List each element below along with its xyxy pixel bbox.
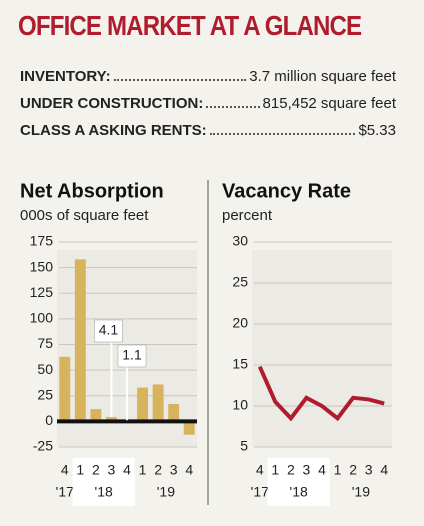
y-tick-label: -25 [33,438,53,454]
y-tick-label: 10 [232,397,248,413]
chart-title: Vacancy Rate [222,180,351,202]
y-tick-label: 25 [232,274,248,290]
x-tick-label: 3 [303,462,311,478]
stat-label: INVENTORY: [20,68,111,85]
stat-row: CLASS A ASKING RENTS: $5.33 [20,122,396,139]
year-band [267,458,330,506]
bar [90,409,102,422]
chart-subtitle: percent [222,207,273,224]
y-tick-label: 0 [45,412,53,428]
y-tick-label: 50 [37,361,53,377]
x-tick-label: 4 [380,462,388,478]
y-tick-label: 125 [30,284,54,300]
bar [137,387,148,422]
y-tick-label: 15 [232,356,248,372]
x-tick-label: 1 [334,462,342,478]
year-label: '17 [251,484,269,500]
bar [74,259,86,422]
y-tick-label: 175 [30,233,54,249]
plot-bg [252,250,392,447]
chart-subtitle: 000s of square feet [20,207,149,224]
bar [183,421,195,435]
chart-title: Net Absorption [20,180,164,202]
y-tick-label: 20 [232,315,248,331]
y-tick-label: 75 [37,335,53,351]
y-tick-label: 100 [30,310,54,326]
x-tick-label: 3 [365,462,373,478]
leader [113,69,247,81]
x-tick-label: 2 [92,462,100,478]
x-tick-label: 1 [139,462,147,478]
callout-box [117,344,147,368]
x-tick-label: 2 [349,462,357,478]
stat-value: 815,452 square feet [262,95,396,112]
x-tick-label: 4 [256,462,264,478]
y-tick-label: 30 [232,233,248,249]
bar [106,417,117,422]
stat-value: 3.7 million square feet [249,68,396,85]
x-tick-label: 2 [287,462,295,478]
callout-box [94,319,123,343]
x-tick-label: 3 [170,462,178,478]
y-tick-label: 25 [37,386,53,402]
data-label: 1.1 [122,347,142,363]
title: OFFICE MARKET AT A GLANCE [18,10,362,41]
stat-row: UNDER CONSTRUCTION: 815,452 square feet [20,95,396,112]
bar [152,384,164,422]
x-tick-label: 4 [123,462,131,478]
x-tick-label: 2 [154,462,162,478]
data-label: 4.1 [99,322,119,338]
stat-label: CLASS A ASKING RENTS: [20,122,207,139]
year-label: '18 [290,484,308,500]
bar [168,403,180,422]
leader [206,96,260,108]
year-label: '17 [56,484,74,500]
x-tick-label: 4 [61,462,69,478]
x-tick-label: 4 [185,462,193,478]
line [257,365,385,422]
x-tick-label: 1 [76,462,84,478]
stat-row: INVENTORY: 3.7 million square feet [20,68,396,85]
year-label: '19 [352,484,370,500]
x-tick-label: 1 [271,462,279,478]
year-band [72,458,135,506]
year-label: '19 [157,484,175,500]
x-tick-label: 4 [318,462,326,478]
x-tick-label: 3 [108,462,116,478]
stat-label: UNDER CONSTRUCTION: [20,95,204,112]
bar [59,356,71,422]
stat-value: $5.33 [358,122,396,139]
leader [209,123,356,135]
year-label: '18 [95,484,113,500]
y-tick-label: 150 [30,258,54,274]
y-tick-label: 5 [240,438,248,454]
